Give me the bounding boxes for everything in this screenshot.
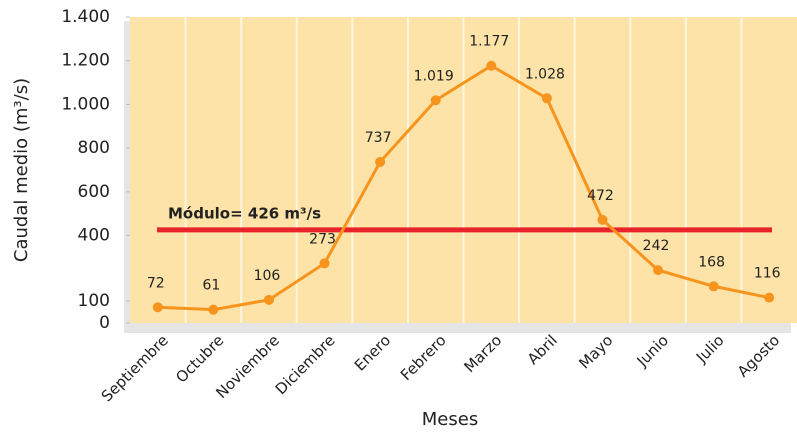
y-tick-label: 600 (78, 182, 110, 202)
x-tick-label: Diciembre (272, 331, 339, 398)
data-point (708, 281, 719, 292)
x-tick-label: Febrero (397, 331, 450, 384)
y-tick-label: 0 (99, 313, 110, 333)
data-point (319, 258, 330, 269)
data-label: 472 (587, 188, 614, 204)
y-tick-label: 100 (78, 291, 110, 311)
data-point (764, 292, 775, 303)
data-point (152, 302, 163, 313)
x-tick-label: Marzo (461, 331, 506, 376)
data-point (208, 304, 219, 315)
data-label: 61 (202, 278, 220, 294)
data-point (486, 60, 497, 71)
series-line (157, 63, 770, 312)
y-tick-label: 400 (78, 226, 110, 246)
data-label: 72 (147, 275, 165, 291)
x-axis-title: Meses (422, 409, 478, 430)
y-tick-label: 1.200 (61, 51, 110, 71)
data-label: 273 (309, 231, 336, 247)
data-label: 116 (754, 266, 781, 282)
data-label: 106 (254, 268, 281, 284)
data-label: 1.028 (525, 66, 565, 82)
x-tick-label: Enero (351, 331, 394, 374)
data-label: 168 (698, 254, 725, 270)
reference-label: Módulo= 426 m³/s (168, 204, 321, 222)
data-label: 737 (365, 130, 392, 146)
data-point (375, 156, 386, 167)
y-tick-label: 1.000 (61, 94, 110, 114)
x-tick-label: Octubre (172, 331, 227, 386)
data-point (653, 265, 664, 276)
x-tick-label: Agosto (734, 331, 783, 380)
data-label: 1.019 (414, 68, 454, 84)
x-tick-label: Junio (633, 331, 672, 370)
x-tick-label: Mayo (575, 331, 616, 372)
data-point (430, 95, 441, 106)
x-tick-label: Abril (524, 331, 561, 368)
data-label: 242 (643, 238, 670, 254)
x-tick-label: Julio (692, 331, 728, 367)
y-axis-title: Caudal medio (m³/s) (11, 78, 32, 262)
y-tick-label: 1.400 (61, 7, 110, 27)
y-tick-label: 800 (78, 138, 110, 158)
x-tick-label: Septiembre (98, 331, 172, 405)
data-label: 1.177 (469, 34, 509, 50)
data-point (263, 294, 274, 305)
data-point (597, 214, 608, 225)
data-point (541, 93, 552, 104)
